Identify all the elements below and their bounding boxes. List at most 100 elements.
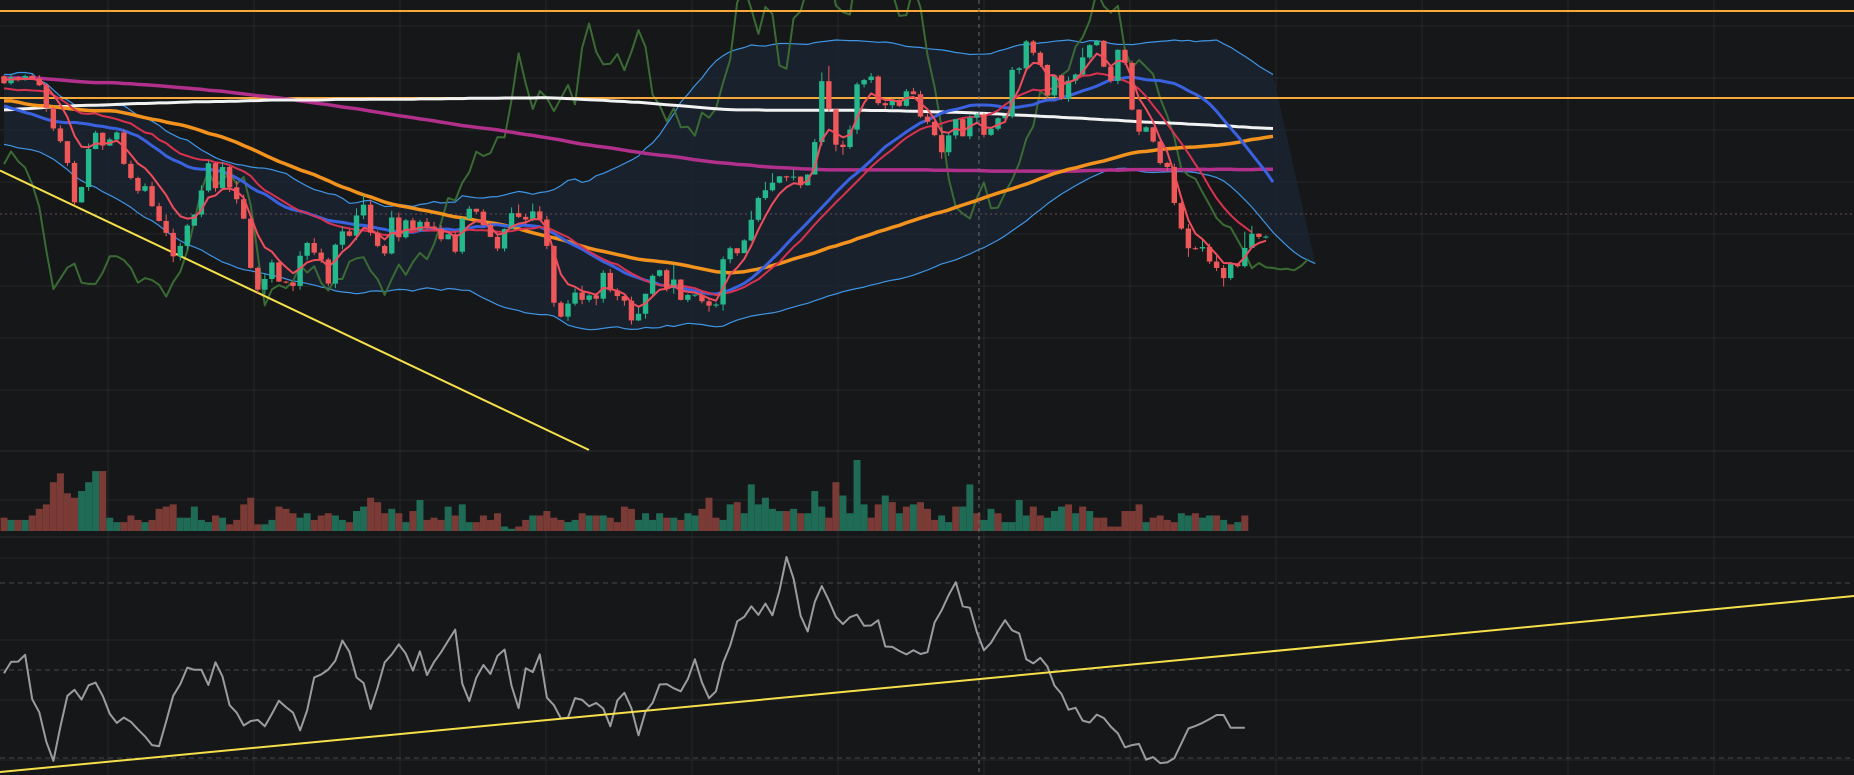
volume-bar[interactable] <box>28 515 36 531</box>
volume-bar[interactable] <box>1156 515 1164 531</box>
volume-bar[interactable] <box>839 495 847 532</box>
candle[interactable] <box>790 169 797 181</box>
volume-bar[interactable] <box>169 504 177 531</box>
candle[interactable] <box>1087 44 1093 60</box>
volume-bar[interactable] <box>677 519 685 531</box>
candle[interactable] <box>163 214 169 237</box>
volume-bar[interactable] <box>1163 519 1171 531</box>
sma-white-line[interactable] <box>3 96 1274 130</box>
bollinger-upper-line[interactable] <box>4 39 1274 208</box>
volume-bar[interactable] <box>768 508 776 531</box>
volume-bar[interactable] <box>494 513 501 531</box>
volume-bar[interactable] <box>1065 504 1073 531</box>
candle[interactable] <box>417 219 423 232</box>
candle[interactable] <box>783 175 790 182</box>
volume-bar[interactable] <box>1029 506 1037 531</box>
volume-bar[interactable] <box>1015 499 1023 531</box>
candle[interactable] <box>494 235 501 252</box>
volume-bar[interactable] <box>966 484 974 531</box>
volume-bar[interactable] <box>367 497 375 531</box>
candle[interactable] <box>875 75 881 106</box>
candle[interactable] <box>861 78 867 88</box>
candle[interactable] <box>339 226 346 250</box>
volume-bar[interactable] <box>479 515 487 531</box>
rsi-line[interactable] <box>3 556 1245 765</box>
candle[interactable] <box>1256 233 1262 239</box>
volume-bar[interactable] <box>874 504 882 531</box>
candle[interactable] <box>586 294 592 303</box>
volume-bar[interactable] <box>543 511 551 531</box>
volume-bar[interactable] <box>888 502 896 531</box>
volume-bar[interactable] <box>712 517 720 531</box>
volume-bar[interactable] <box>564 522 572 531</box>
volume-bar[interactable] <box>740 513 748 531</box>
volume-bar[interactable] <box>219 517 227 531</box>
volume-bar[interactable] <box>1241 515 1249 531</box>
volume-bar[interactable] <box>747 484 755 531</box>
candle[interactable] <box>699 291 705 304</box>
candle[interactable] <box>621 295 628 306</box>
volume-bar[interactable] <box>1128 511 1136 531</box>
candle[interactable] <box>755 196 762 222</box>
volume-bar[interactable] <box>1022 515 1030 531</box>
volume-bar[interactable] <box>1149 517 1157 531</box>
candle[interactable] <box>572 288 578 306</box>
volume-bar[interactable] <box>416 499 424 531</box>
volume-bar[interactable] <box>141 522 149 531</box>
candle[interactable] <box>1220 265 1227 287</box>
candle[interactable] <box>1108 65 1114 83</box>
volume-bar[interactable] <box>804 513 812 531</box>
candle[interactable] <box>558 301 564 318</box>
volume-bar[interactable] <box>444 506 452 531</box>
price-panel[interactable] <box>0 0 1854 451</box>
volume-bar[interactable] <box>63 493 71 531</box>
candle[interactable] <box>1009 66 1015 119</box>
volume-bar[interactable] <box>529 515 537 531</box>
volume-bar[interactable] <box>550 517 558 531</box>
volume-bar[interactable] <box>818 506 826 531</box>
candle[interactable] <box>100 132 106 150</box>
candle[interactable] <box>212 162 219 192</box>
candle[interactable] <box>833 108 839 152</box>
volume-bar[interactable] <box>1206 515 1214 531</box>
volume-bar[interactable] <box>437 519 445 531</box>
candle[interactable] <box>868 73 874 83</box>
candle[interactable] <box>1058 74 1065 101</box>
candle[interactable] <box>706 298 712 312</box>
volume-bar[interactable] <box>162 506 170 531</box>
volume-bar[interactable] <box>1086 511 1094 531</box>
candle[interactable] <box>480 209 487 227</box>
volume-bar[interactable] <box>797 513 805 531</box>
candle[interactable] <box>177 242 183 261</box>
candle[interactable] <box>734 248 740 256</box>
candle[interactable] <box>854 82 860 134</box>
candle[interactable] <box>1051 75 1058 98</box>
volume-bar[interactable] <box>691 515 699 531</box>
candle[interactable] <box>1115 49 1121 85</box>
candle[interactable] <box>671 264 677 294</box>
volume-bar[interactable] <box>289 513 297 531</box>
volume-bar[interactable] <box>825 517 833 531</box>
volume-bar[interactable] <box>860 504 868 531</box>
candle[interactable] <box>1129 60 1135 111</box>
volume-bar[interactable] <box>303 513 311 531</box>
volume-bar[interactable] <box>212 515 219 531</box>
candle[interactable] <box>1044 64 1051 99</box>
volume-bar[interactable] <box>254 524 262 531</box>
volume-bar[interactable] <box>1213 515 1221 531</box>
volume-bar[interactable] <box>282 508 290 531</box>
volume-bar[interactable] <box>585 515 593 531</box>
volume-bar[interactable] <box>402 522 410 531</box>
volume-bar[interactable] <box>120 522 128 531</box>
candle[interactable] <box>396 212 402 242</box>
volume-bar[interactable] <box>465 522 473 531</box>
volume-bar[interactable] <box>959 506 967 531</box>
volume-bar[interactable] <box>331 515 339 531</box>
candle[interactable] <box>840 140 846 155</box>
volume-bar[interactable] <box>275 506 283 531</box>
volume-bar[interactable] <box>247 497 255 531</box>
candle[interactable] <box>198 185 205 218</box>
candle[interactable] <box>438 225 444 242</box>
candle[interactable] <box>960 119 966 137</box>
candle[interactable] <box>311 238 317 255</box>
